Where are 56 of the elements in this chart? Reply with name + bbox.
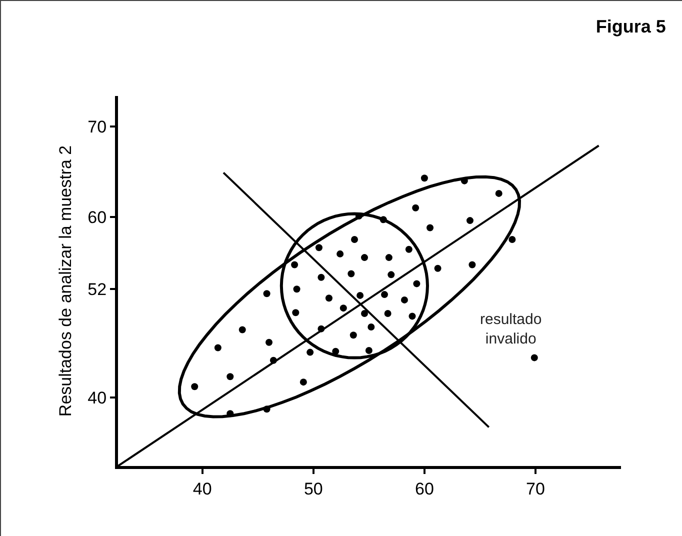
point	[292, 309, 300, 316]
point	[388, 271, 395, 278]
y-tick-label: 70	[88, 118, 107, 137]
point	[413, 280, 420, 288]
point	[306, 348, 314, 356]
point	[408, 312, 416, 320]
point	[434, 264, 442, 272]
point	[351, 236, 358, 243]
point	[468, 261, 476, 268]
point	[318, 274, 325, 281]
y-tick-label: 60	[88, 208, 107, 227]
point	[315, 244, 322, 252]
point	[400, 296, 408, 304]
x-tick-label: 70	[526, 479, 545, 498]
point	[325, 294, 332, 302]
x-tick-label: 60	[415, 479, 434, 498]
point	[356, 292, 364, 299]
point	[361, 310, 368, 317]
point	[266, 338, 273, 346]
point	[263, 290, 270, 298]
y-tick-label: 52	[88, 280, 107, 300]
point	[291, 261, 298, 268]
point	[380, 291, 388, 298]
point	[191, 383, 198, 390]
point	[238, 326, 246, 334]
point	[426, 224, 434, 232]
point	[466, 217, 474, 224]
x-tick-label: 50	[304, 479, 323, 498]
point	[361, 254, 368, 262]
point	[340, 304, 347, 312]
point	[300, 378, 307, 386]
y-tick-label: 40	[88, 388, 107, 408]
point	[348, 270, 355, 278]
point	[226, 373, 234, 380]
point	[412, 204, 420, 212]
x-tick-label: 40	[192, 479, 212, 498]
point	[384, 310, 392, 317]
point	[214, 344, 222, 352]
point	[336, 250, 344, 258]
point	[380, 216, 387, 224]
point	[365, 346, 372, 354]
point	[420, 174, 428, 182]
point	[368, 324, 375, 331]
y-axis-title: Resultados de analizar la muestra 2	[56, 145, 76, 417]
annotation: resultado invalido	[480, 311, 542, 348]
point	[508, 236, 516, 243]
point	[530, 354, 538, 362]
point	[332, 348, 340, 355]
chart-title: Figura 5	[596, 16, 666, 36]
point	[350, 332, 357, 339]
point	[226, 410, 234, 418]
point	[263, 406, 270, 413]
point	[385, 254, 392, 262]
point	[495, 190, 502, 197]
point	[405, 246, 412, 253]
point	[293, 286, 300, 293]
